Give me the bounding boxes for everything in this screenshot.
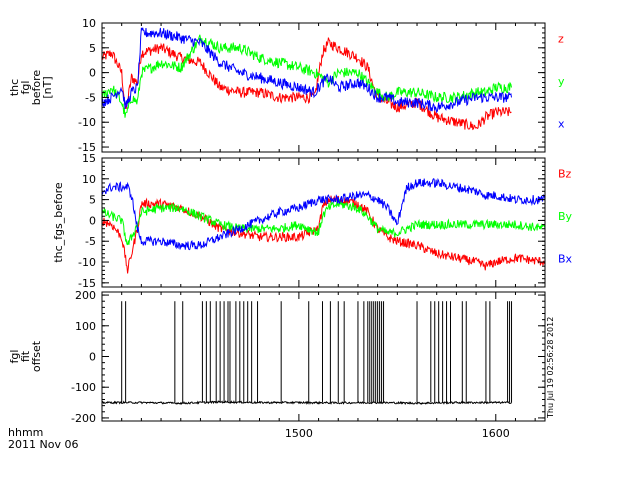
series-line-offset xyxy=(101,400,512,405)
series-line-Bx xyxy=(101,177,546,251)
y-tick-label--100: -100 xyxy=(71,381,96,394)
y-tick-label-0: 0 xyxy=(89,351,96,364)
panel-frame-2 xyxy=(101,157,546,288)
y-tick-label--200: -200 xyxy=(71,412,96,425)
series-line-Bz xyxy=(101,195,546,274)
y-axis-label: fgl xyxy=(19,81,32,95)
x-tick-label-1500: 1500 xyxy=(285,427,313,440)
timestamp-label: Thu Jul 19 02:56:28 2012 xyxy=(546,317,555,419)
panel-2: Bz By Bx -15 -10 -5 0 5 10 15 thc_fgs_before xyxy=(52,152,573,290)
y-tick-label-15: 15 xyxy=(82,152,96,165)
series-line-z xyxy=(101,37,512,131)
y-tick-label-5: 5 xyxy=(89,42,96,55)
y-tick-label-5: 5 xyxy=(89,194,96,207)
series-line-y xyxy=(101,34,512,118)
legend-z: z xyxy=(558,32,564,45)
legend-Bx: Bx xyxy=(558,252,573,265)
y-axis-label: fit xyxy=(19,350,32,362)
y-axis-label: [nT] xyxy=(41,76,54,98)
y-axis-label: fgl xyxy=(8,350,21,364)
y-tick-label--5: -5 xyxy=(85,235,96,248)
y-tick-label-100: 100 xyxy=(75,320,96,333)
series-line-By xyxy=(101,199,546,246)
series-line-x xyxy=(101,27,512,114)
x-axis-unit-label: hhmm xyxy=(8,426,43,439)
y-tick-label-10: 10 xyxy=(82,173,96,186)
y-tick-label--15: -15 xyxy=(78,277,96,290)
legend-x: x xyxy=(558,117,565,130)
y-tick-label--10: -10 xyxy=(78,116,96,129)
legend-Bz: Bz xyxy=(558,167,572,180)
y-tick-label-0: 0 xyxy=(89,67,96,80)
x-tick-label-1600: 1600 xyxy=(482,427,510,440)
x-axis-date-label: 2011 Nov 06 xyxy=(8,438,78,451)
y-tick-label--5: -5 xyxy=(85,91,96,104)
legend-By: By xyxy=(558,210,573,223)
panel-frame-3 xyxy=(101,291,546,422)
legend-y: y xyxy=(558,75,565,88)
y-tick-label-0: 0 xyxy=(89,214,96,227)
y-tick-label--10: -10 xyxy=(78,256,96,269)
y-tick-label-10: 10 xyxy=(82,17,96,30)
panels-group: zyx-15-10-50510thcfglbefore[nT]BzByBx-15… xyxy=(8,17,573,440)
y-axis-label: offset xyxy=(30,340,43,372)
y-axis-label: before xyxy=(30,70,43,106)
y-axis-label: thc_fgs_before xyxy=(52,182,65,263)
y-tick-label--15: -15 xyxy=(78,141,96,154)
y-axis-label: thc xyxy=(8,79,21,96)
y-tick-label-200: 200 xyxy=(75,289,96,302)
